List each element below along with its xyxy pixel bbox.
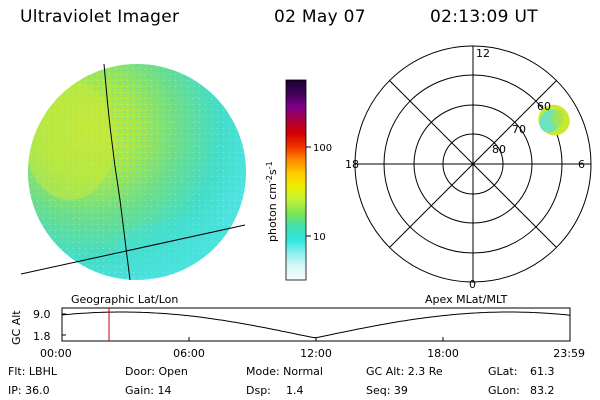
polar-label-0: 0 xyxy=(469,278,476,291)
status-footer: Flt: LBHL IP: 36.0 Door: Open Gain: 14 M… xyxy=(8,365,555,397)
seq-status: Seq: 39 xyxy=(366,384,408,397)
glon-label: GLon: xyxy=(488,384,520,397)
glon-value: 83.2 xyxy=(530,384,555,397)
door-status: Door: Open xyxy=(125,365,188,378)
altitude-xtick-label: 06:00 xyxy=(173,347,205,360)
instrument-title: Ultraviolet Imager xyxy=(20,7,179,27)
meridian-line xyxy=(103,63,131,281)
altitude-xtick-label: 23:59 xyxy=(553,347,585,360)
altitude-xtick-label: 00:00 xyxy=(40,347,72,360)
polar-plot: 12 18 6 0 60 70 80 xyxy=(345,45,592,291)
uvi-earth-disk xyxy=(28,64,246,280)
altitude-curve xyxy=(61,311,571,339)
altitude-strip: GC Alt 9.0 1.8 00:00 06:00 12:00 18:00 23:59 xyxy=(10,307,585,360)
polar-label-60: 60 xyxy=(537,100,551,113)
colorbar-unit-label: photon cm-2s-1 xyxy=(265,161,279,242)
dsp-value: 1.4 xyxy=(286,384,304,397)
colorbar: 100 10 photon cm-2s-1 xyxy=(265,79,332,281)
colorbar-tick-100: 100 xyxy=(313,143,332,154)
ip-status: IP: 36.0 xyxy=(8,384,50,397)
polar-label-12: 12 xyxy=(476,47,490,60)
time-label: 02:13:09 UT xyxy=(430,7,538,27)
colorbar-scale xyxy=(285,79,307,281)
mode-status: Mode: Normal xyxy=(246,365,323,378)
auroral-oval xyxy=(538,104,570,136)
altitude-strip-frame xyxy=(61,307,571,342)
polar-label-6: 6 xyxy=(578,158,585,171)
dsp-label: Dsp: xyxy=(246,384,271,397)
gain-status: Gain: 14 xyxy=(125,384,172,397)
filter-status: Flt: LBHL xyxy=(8,365,58,378)
geographic-grid-label: Geographic Lat/Lon xyxy=(71,293,178,306)
altitude-xtick-label: 12:00 xyxy=(300,347,332,360)
polar-label-80: 80 xyxy=(492,143,506,156)
glat-label: GLat: xyxy=(488,365,517,378)
apex-grid-label: Apex MLat/MLT xyxy=(425,293,508,306)
gc-alt-status: GC Alt: 2.3 Re xyxy=(366,365,443,378)
altitude-ymin: 1.8 xyxy=(33,330,51,343)
altitude-axis-label: GC Alt xyxy=(10,310,23,345)
glat-value: 61.3 xyxy=(530,365,555,378)
polar-label-70: 70 xyxy=(512,123,526,136)
date-label: 02 May 07 xyxy=(274,7,366,27)
latitude-line xyxy=(20,224,246,275)
altitude-ymax: 9.0 xyxy=(33,308,51,321)
polar-label-18: 18 xyxy=(345,158,359,171)
altitude-xtick-label: 18:00 xyxy=(427,347,459,360)
colorbar-tick-10: 10 xyxy=(313,232,326,243)
